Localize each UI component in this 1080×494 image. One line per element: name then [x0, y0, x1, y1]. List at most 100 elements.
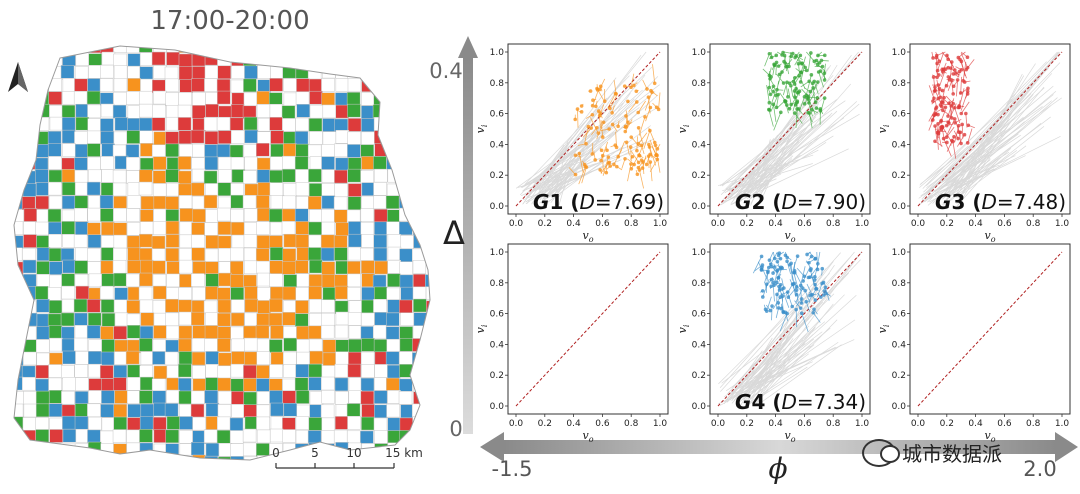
data-point	[637, 168, 642, 172]
x-tick-label: 0.0	[711, 419, 726, 429]
data-point	[806, 110, 810, 115]
y-tick-label: 1.0	[892, 48, 907, 58]
data-point	[787, 81, 792, 86]
data-point	[652, 81, 657, 86]
y-tick-label: 1.0	[892, 248, 907, 258]
data-point	[783, 310, 788, 315]
data-point	[607, 127, 611, 131]
data-point	[800, 61, 804, 65]
data-point	[602, 99, 607, 104]
y-tick-label: 0.2	[490, 171, 504, 181]
map-district-cell	[230, 247, 244, 262]
map-district-cell	[113, 78, 128, 93]
data-point	[623, 125, 628, 130]
y-tick-label: 0.2	[892, 371, 906, 381]
map-district-cell	[22, 259, 37, 274]
y-tick-label: 0.4	[892, 140, 907, 150]
data-point	[964, 111, 968, 116]
data-point	[938, 103, 943, 107]
data-point	[591, 98, 595, 103]
data-point	[768, 92, 773, 97]
x-tick-label: 0.2	[940, 219, 954, 229]
data-point	[815, 80, 820, 84]
data-point	[606, 155, 611, 159]
data-point	[643, 115, 647, 119]
data-point	[614, 145, 619, 150]
data-point	[785, 103, 789, 107]
map-district-cell	[112, 182, 127, 197]
data-point	[636, 125, 641, 130]
map-district-cell	[87, 143, 101, 157]
scatter-panel: 0.0 0.0 0.2 0.2 0.4 0.4 0.6 0.6 0.8 0.8 1.0 1.0 vo vi…	[676, 43, 871, 244]
data-point	[935, 75, 939, 80]
map-district-cell	[217, 312, 231, 327]
map-district-cell	[217, 338, 231, 353]
y-tick-label: 0.0	[892, 402, 907, 412]
data-point	[629, 135, 634, 139]
map-district-cell	[164, 351, 179, 366]
map-district-cell	[48, 181, 62, 196]
data-point	[588, 89, 593, 93]
data-point	[943, 105, 948, 110]
data-point	[819, 58, 824, 63]
data-point	[809, 73, 814, 77]
group-trajectory	[795, 309, 798, 328]
data-point	[819, 295, 823, 299]
data-point	[931, 99, 935, 103]
group-label: G4 (D=7.34)	[735, 390, 866, 414]
y-tick-label: 0.2	[892, 171, 906, 181]
y-tick-label: 0.4	[892, 340, 907, 350]
data-point	[769, 284, 774, 289]
data-point	[795, 107, 799, 111]
map-district-cell	[152, 260, 166, 275]
data-point	[573, 153, 578, 158]
data-point	[822, 71, 827, 76]
map-title: 17:00-20:00	[150, 6, 310, 36]
map-district-cell	[49, 261, 63, 275]
x-tick-label: 0.0	[509, 219, 524, 229]
map-district-cell	[308, 168, 322, 183]
data-point	[767, 51, 772, 56]
data-point	[781, 81, 786, 85]
map-district-cell	[73, 337, 88, 352]
map-district-cell	[321, 78, 335, 92]
map-district-cell	[217, 299, 232, 314]
scatter-panel: 0.0 0.0 0.2 0.2 0.4 0.4 0.6 0.6 0.8 0.8 1.0 1.0 vo vi…	[676, 243, 871, 444]
delta-symbol: Δ	[443, 214, 465, 252]
map-district-cell	[334, 247, 348, 261]
city-cluster-map: 0 5 10 15 km	[8, 45, 431, 469]
group-trajectory	[771, 306, 773, 321]
data-point	[775, 259, 780, 264]
data-point	[644, 162, 649, 167]
y-axis-label: vi	[676, 324, 691, 333]
data-point	[600, 135, 605, 139]
y-tick-label: 1.0	[692, 48, 707, 58]
data-point	[820, 266, 825, 271]
group-trajectory	[776, 294, 778, 310]
data-point	[792, 268, 797, 273]
map-district-cell	[256, 142, 270, 157]
data-point	[590, 112, 595, 117]
x-tick-label: 0.4	[566, 219, 581, 229]
phi-symbol: ϕ	[768, 452, 787, 485]
data-point	[944, 135, 949, 140]
map-district-cell	[334, 169, 348, 184]
data-point	[594, 104, 598, 109]
group-label: G3 (D=7.48)	[935, 190, 1066, 214]
map-district-cell	[230, 312, 245, 327]
y-tick-label: 0.6	[490, 110, 505, 120]
data-point	[573, 117, 578, 122]
data-point	[787, 64, 791, 69]
map-district-cell	[269, 364, 283, 378]
y-axis-label: vi	[676, 124, 691, 133]
y-tick-label: 0.4	[490, 340, 505, 350]
data-point	[812, 278, 817, 282]
group-label: G2 (D=7.90)	[735, 190, 866, 214]
y-tick-label: 1.0	[490, 48, 505, 58]
map-district-cell	[425, 274, 430, 288]
map-district-cell	[204, 156, 219, 171]
data-point	[792, 281, 796, 286]
data-point	[769, 55, 774, 60]
data-point	[648, 105, 653, 110]
map-district-cell	[309, 131, 323, 145]
